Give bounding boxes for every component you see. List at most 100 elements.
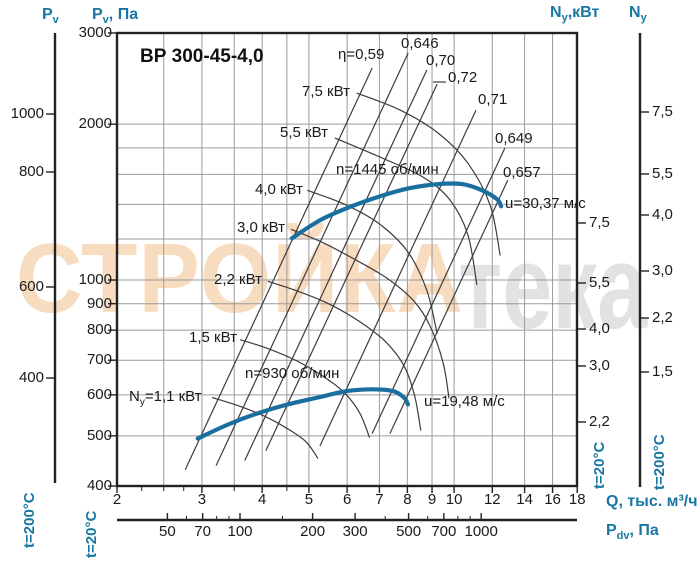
efficiency-line: [184, 67, 373, 471]
efficiency-label: 0,70: [426, 52, 456, 69]
power-curve: [239, 339, 371, 438]
axis-title-text: , Па: [108, 6, 139, 23]
tick-label-pdv: 500: [396, 523, 422, 540]
tick-label-ny-20: 2,2: [589, 413, 610, 430]
tick-label-q: 16: [544, 491, 561, 508]
power-curve: [290, 228, 450, 399]
tick-label-pa: 3000: [78, 24, 112, 41]
tick-label-q: 5: [304, 491, 314, 508]
tick-label-pv-200: 400: [18, 369, 44, 386]
axis-title-sub: v: [102, 14, 109, 27]
efficiency-label: 0,646: [401, 35, 439, 52]
tick-label-pdv: 100: [227, 523, 253, 540]
power-label: 5,5 кВт: [280, 124, 328, 141]
tick-label-q: 4: [258, 491, 267, 508]
axis-title-sub: y: [561, 12, 568, 25]
tick-label-pdv: 50: [159, 523, 176, 540]
tick-label-q: 12: [483, 491, 501, 508]
axis-title-text: P: [42, 6, 53, 23]
u-label-19: u=19,48 м/с: [424, 393, 505, 410]
power-label-text: N: [129, 388, 140, 405]
tick-label-q: 14: [516, 491, 533, 508]
tick-label-q: 7: [375, 491, 384, 508]
power-label: 2,2 кВт: [214, 271, 262, 288]
tick-label-pa: 700: [86, 351, 112, 369]
axis-title-pv-pa: Pv, Па: [92, 6, 138, 26]
axis-title-text: N: [550, 4, 562, 21]
power-label: 1,5 кВт: [189, 329, 237, 346]
tick-label-pa: 1000: [78, 271, 112, 288]
power-label: 3,0 кВт: [237, 219, 285, 236]
axis-title-text: N: [629, 4, 641, 21]
efficiency-line: [371, 147, 506, 434]
efficiency-label: 0,649: [495, 130, 533, 147]
speed-label-1445: n=1445 об/мин: [336, 161, 439, 178]
fan-curve-1445: [289, 181, 504, 241]
tick-label-q: 10: [445, 491, 463, 508]
axis-title-ny: Ny: [629, 4, 647, 24]
watermark-stroyka: СТРОЙКА: [16, 223, 464, 333]
tick-label-ny-200: 3,0: [652, 262, 673, 279]
power-curve: [307, 189, 438, 334]
u-label-30: u=30,37 м/с: [505, 195, 586, 212]
tick-label-pa: 500: [86, 426, 112, 444]
axis-title-pdv: Pdv, Па: [606, 522, 659, 542]
tick-label-q: 3: [197, 491, 207, 508]
tick-label-q: 18: [568, 491, 586, 508]
axis-title-sub: dv: [616, 530, 630, 543]
tick-label-q: 8: [403, 491, 412, 508]
tick-label-pv-200: 800: [18, 163, 44, 180]
axis-title-text: P: [606, 522, 617, 539]
axis-title-text: P: [92, 6, 103, 23]
tick-label-ny-200: 1,5: [652, 363, 673, 380]
axis-title-sub: y: [640, 12, 647, 25]
power-label: Ny=1,1 кВт: [129, 388, 202, 408]
efficiency-label: 0,657: [503, 164, 541, 181]
efficiency-label: 0,72: [448, 69, 478, 86]
power-label: 4,0 кВт: [255, 181, 303, 198]
efficiency-line: [244, 69, 428, 461]
tick-label-ny-200: 4,0: [652, 206, 673, 223]
tick-label-ny-20: 5,5: [589, 274, 610, 291]
tick-label-pa: 2000: [78, 115, 112, 133]
axis-title-pv-outer: Pv: [42, 6, 59, 26]
tick-label-pa: 400: [86, 477, 112, 495]
power-curve: [267, 280, 422, 431]
tick-label-pv-200: 1000: [10, 105, 44, 122]
tick-label-ny-20: 7,5: [589, 214, 610, 231]
efficiency-label: η=0,59: [338, 46, 385, 63]
chart-title: ВР 300-45-4,0: [140, 46, 264, 67]
power-curve: [211, 396, 319, 459]
tick-label-q: 6: [342, 491, 352, 508]
tick-label-pa: 800: [86, 321, 112, 339]
power-label: 7,5 кВт: [302, 83, 350, 100]
efficiency-label: 0,71: [478, 91, 508, 108]
axis-title-q: Q, тыс. м³/ч: [606, 493, 698, 510]
efficiency-line: [389, 179, 509, 434]
power-curve: [334, 137, 478, 286]
tick-label-pa: 900: [86, 294, 112, 312]
tick-label-ny-200: 2,2: [652, 309, 673, 326]
tick-label-pdv: 300: [342, 523, 368, 540]
tick-label-ny-200: 7,5: [652, 103, 673, 120]
temp-label-left-20: t=20°C: [83, 510, 100, 558]
tick-label-ny-20: 4,0: [589, 320, 610, 337]
axis-title-sub: v: [52, 14, 59, 27]
temp-label-right-20: t=20°C: [591, 441, 608, 489]
axis-title-ny-kvt: Ny,кВт: [550, 4, 599, 24]
temp-label-right-200: t=200°C: [651, 434, 668, 490]
tick-label-pdv: 700: [431, 523, 457, 540]
tick-label-q: 2: [112, 491, 122, 508]
temp-label-left-200: t=200°C: [21, 492, 38, 548]
axis-title-text: ,кВт: [567, 4, 600, 21]
tick-label-pdv: 1000: [464, 523, 498, 540]
tick-label-ny-200: 5,5: [652, 165, 673, 182]
power-curve: [356, 92, 501, 256]
power-label-text: =1,1 кВт: [144, 388, 202, 405]
fan-curve-930: [195, 387, 410, 441]
axis-title-text: , Па: [629, 522, 659, 539]
tick-label-pv-200: 600: [18, 278, 44, 295]
tick-label-pa: 600: [86, 385, 112, 403]
